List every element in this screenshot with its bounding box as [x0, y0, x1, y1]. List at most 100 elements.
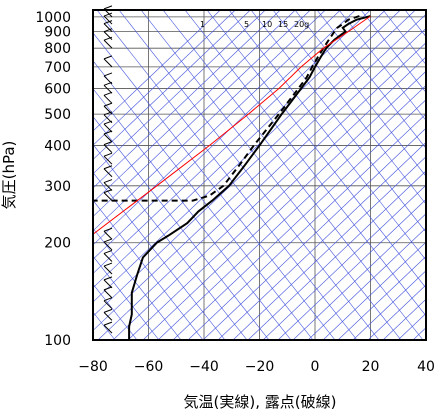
wind-barb-staff	[103, 279, 113, 289]
sounding-series	[93, 15, 371, 340]
isotherm-line	[262, 184, 426, 340]
series-line-2	[93, 15, 371, 235]
isotherm-line	[93, 10, 326, 232]
wind-barb-staff	[103, 230, 113, 240]
wind-barb-staff	[103, 58, 113, 68]
mixing-ratio-label: 5	[244, 20, 249, 29]
wind-barb-flag	[103, 5, 113, 10]
isotherm-line	[352, 270, 426, 340]
y-axis-title: 気圧(hPa)	[0, 141, 18, 210]
wind-barb-staff	[103, 94, 113, 104]
adiabat-line	[316, 10, 426, 149]
adiabat-line	[427, 10, 435, 340]
isotherm-line	[187, 113, 426, 340]
adiabat-line	[228, 10, 426, 261]
wind-barb-flag	[103, 28, 113, 33]
adiabat-line	[250, 10, 426, 233]
isotherm-line	[127, 56, 426, 340]
adiabat-line	[184, 10, 426, 317]
wind-barb-flag	[103, 189, 113, 194]
adiabat-line	[338, 10, 426, 121]
wind-barb-staff	[103, 324, 113, 334]
wind-barb-staff	[103, 75, 113, 85]
wind-barb-staff	[103, 123, 113, 133]
adiabat-line	[272, 10, 426, 205]
wind-barb-flag	[103, 276, 113, 281]
wind-barb-staff	[103, 84, 113, 94]
wind-barb-flag	[103, 227, 113, 232]
adiabat-line	[93, 60, 314, 340]
wind-barb-flag	[103, 321, 113, 326]
wind-barb-flag	[103, 130, 113, 135]
y-tick-label: 1000	[35, 10, 71, 26]
adiabat-line	[93, 88, 292, 340]
wind-barb-staff	[103, 155, 113, 165]
mixing-ratio-label: 20g	[294, 20, 309, 29]
adiabat-line	[118, 10, 380, 340]
adiabat-line	[93, 227, 182, 340]
wind-barb-staff	[103, 312, 113, 321]
isotherm-line	[292, 213, 426, 340]
isotherm-line	[322, 241, 426, 340]
isotherm-line	[93, 10, 356, 260]
x-tick-label: −60	[134, 359, 164, 375]
adiabat-line	[360, 10, 426, 93]
wind-barb-flag	[103, 179, 113, 184]
isotherm-line	[172, 99, 426, 340]
wind-barb-flag	[103, 141, 113, 146]
isotherm-line	[93, 10, 281, 189]
isotherm-line	[217, 141, 426, 340]
adiabat-line	[93, 255, 160, 340]
adiabat-line	[93, 32, 336, 340]
adiabat-line	[162, 10, 424, 340]
wind-barb-staff	[103, 31, 113, 41]
y-tick-label: 800	[44, 41, 71, 57]
x-tick-label: 40	[417, 359, 435, 375]
isotherm-line	[97, 27, 426, 340]
wind-barb-flag	[103, 102, 113, 107]
wind-barb-flag	[103, 297, 113, 302]
isotherm-line	[93, 10, 386, 289]
x-tick-label: −40	[189, 359, 219, 375]
adiabat-line	[382, 10, 426, 66]
mixing-ratio-lines	[93, 10, 435, 340]
x-tick-labels: −80 −60 −40 −20 0 20 40	[78, 359, 435, 375]
wind-barb-staff	[103, 182, 113, 191]
y-tick-label: 700	[44, 60, 71, 76]
x-tick-label: −80	[78, 359, 108, 375]
wind-barb-staff	[103, 253, 113, 262]
adiabat-line	[140, 10, 402, 340]
adiabat-line	[93, 171, 226, 340]
wind-barb-flag	[103, 308, 113, 313]
isotherm-line	[202, 127, 426, 340]
isotherm-line	[93, 10, 266, 175]
adiabat-line	[93, 199, 204, 340]
mixing-ratio-label: 15	[278, 20, 288, 29]
isotherm-line	[157, 84, 426, 340]
mixing-ratio-label: 1	[200, 20, 205, 29]
x-axis-title: 気温(実線), 露点(破線)	[184, 393, 337, 411]
wind-barb-staff	[103, 105, 113, 115]
adiabat-line	[206, 10, 426, 289]
wind-barb-staff	[103, 265, 113, 275]
y-tick-label: 100	[44, 333, 71, 349]
wind-barb-flag	[103, 238, 113, 243]
isotherm-line	[232, 156, 426, 340]
adiabat-line	[96, 10, 358, 340]
wind-barb-flag	[103, 12, 113, 17]
isotherm-line	[93, 10, 311, 217]
y-tick-label: 200	[44, 236, 71, 252]
isotherm-line	[93, 10, 416, 317]
wind-barb-flag	[103, 165, 113, 170]
wind-barb-flag	[103, 20, 113, 25]
wind-barb-staff	[103, 39, 113, 49]
isotherm-line	[142, 70, 426, 340]
isotherm-line	[397, 312, 426, 340]
wind-barb-flag	[103, 262, 113, 267]
isotherm-line	[93, 10, 296, 203]
isotherm-line	[112, 42, 426, 340]
isotherm-line	[382, 298, 426, 340]
wind-barb-staff	[103, 168, 113, 178]
